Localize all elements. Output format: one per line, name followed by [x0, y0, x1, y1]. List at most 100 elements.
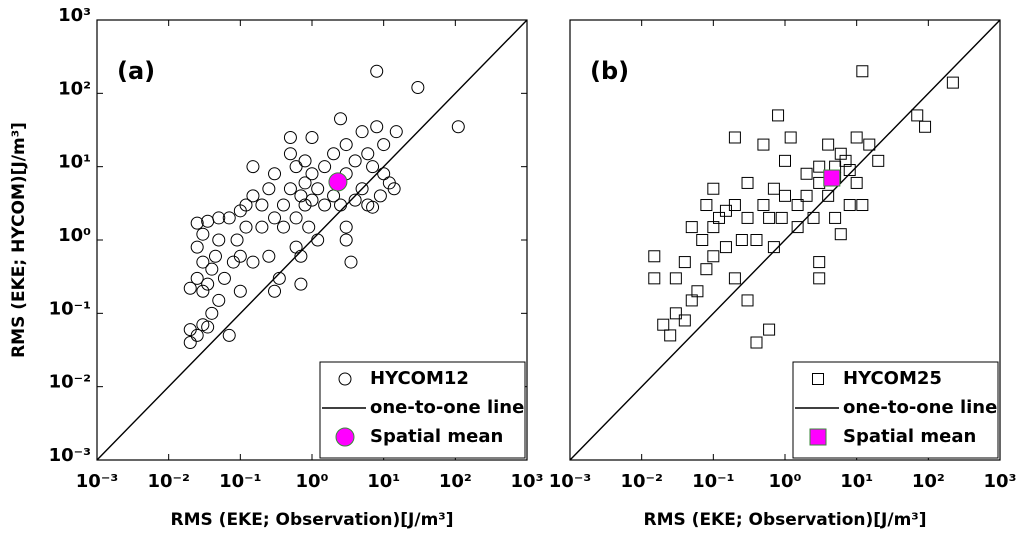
- one-to-one-line: [569, 19, 1001, 461]
- point: [239, 220, 253, 234]
- point: [707, 250, 720, 263]
- point: [741, 176, 754, 189]
- point: [255, 198, 269, 212]
- point: [196, 284, 210, 298]
- point: [919, 120, 932, 133]
- point: [268, 167, 282, 181]
- point: [657, 318, 670, 331]
- point: [700, 199, 713, 212]
- point: [834, 147, 847, 160]
- point: [190, 328, 204, 342]
- point: [183, 281, 197, 295]
- x-tick-label: 10⁰: [769, 471, 802, 492]
- point: [813, 272, 826, 285]
- point: [664, 329, 677, 342]
- point: [239, 198, 253, 212]
- point: [946, 76, 959, 89]
- x-tick-label: 10¹: [840, 471, 873, 492]
- point: [294, 277, 308, 291]
- point: [233, 249, 247, 263]
- point: [750, 234, 763, 246]
- mean-marker: [823, 169, 841, 187]
- point: [283, 130, 297, 144]
- point: [262, 182, 276, 196]
- x-tick-label: 10⁻¹: [692, 471, 734, 492]
- point: [217, 271, 231, 285]
- point: [355, 125, 369, 139]
- x-tick-label: 10⁻³: [76, 471, 118, 492]
- point: [272, 271, 286, 285]
- point: [757, 199, 770, 212]
- point: [222, 328, 236, 342]
- mean-marker: [328, 172, 348, 192]
- point: [685, 221, 698, 234]
- point: [190, 216, 204, 230]
- point: [339, 233, 353, 247]
- point: [839, 154, 852, 167]
- point: [246, 255, 260, 269]
- point: [327, 147, 341, 161]
- legend-label: Spatial mean: [843, 426, 976, 447]
- point: [669, 307, 682, 320]
- point: [348, 193, 362, 207]
- point: [276, 220, 290, 234]
- legend-box: [792, 361, 999, 459]
- point: [208, 249, 222, 263]
- point: [361, 147, 375, 161]
- point: [183, 336, 197, 350]
- point: [305, 130, 319, 144]
- point: [339, 138, 353, 152]
- point: [719, 241, 732, 254]
- point: [190, 240, 204, 254]
- point: [856, 199, 869, 212]
- point: [741, 294, 754, 307]
- point: [205, 306, 219, 320]
- point: [700, 263, 713, 276]
- point: [212, 211, 226, 225]
- legend-marker: [809, 428, 827, 446]
- x-axis-label: RMS (EKE; Observation)[J/m³]: [171, 510, 454, 530]
- point: [863, 138, 876, 151]
- point: [807, 211, 820, 224]
- point: [728, 131, 741, 144]
- point: [233, 284, 247, 298]
- point: [735, 234, 748, 246]
- point: [212, 233, 226, 247]
- point: [377, 138, 391, 152]
- point: [318, 198, 332, 212]
- point: [813, 160, 826, 173]
- point: [230, 233, 244, 247]
- point: [344, 255, 358, 269]
- legend-label: Spatial mean: [370, 426, 503, 447]
- y-axis-label: RMS (EKE; HYCOM)[J/m³]: [9, 122, 29, 358]
- point: [294, 249, 308, 263]
- legend: HYCOM25 one-to-one line Spatial mean: [792, 361, 999, 459]
- point: [800, 167, 813, 180]
- point: [707, 182, 720, 195]
- point: [691, 285, 704, 298]
- point: [246, 160, 260, 174]
- point: [370, 120, 384, 134]
- panel-label: (b): [590, 57, 629, 85]
- point: [387, 182, 401, 196]
- point: [713, 211, 726, 224]
- y-tick-label: 10⁻³: [49, 445, 91, 466]
- point: [196, 255, 210, 269]
- point: [728, 272, 741, 285]
- point: [911, 109, 924, 122]
- point: [763, 323, 776, 336]
- legend-box: [319, 361, 526, 459]
- point: [298, 198, 312, 212]
- legend: HYCOM12 one-to-one line Spatial mean: [319, 361, 526, 459]
- point: [669, 272, 682, 285]
- point: [355, 182, 369, 196]
- legend-marker: [335, 427, 355, 447]
- point: [775, 211, 788, 224]
- point: [373, 189, 387, 203]
- point: [648, 272, 661, 285]
- point: [850, 176, 863, 189]
- point: [389, 125, 403, 139]
- point: [822, 189, 835, 202]
- x-tick-label: 10⁻¹: [219, 471, 261, 492]
- point: [302, 220, 316, 234]
